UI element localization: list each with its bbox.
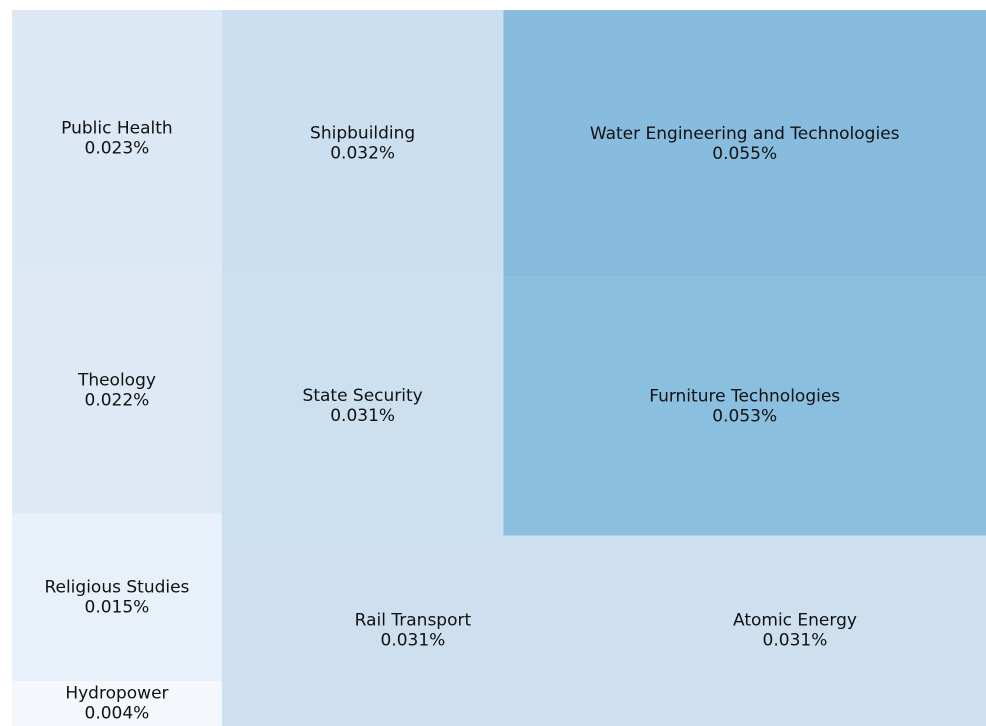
tile [603, 535, 986, 726]
tile-value-label: 0.032% [330, 143, 395, 163]
tile-value-label: 0.004% [85, 704, 150, 724]
tile-value-label: 0.031% [763, 631, 828, 651]
tile-label: State Security [303, 386, 423, 406]
tile-label: Rail Transport [355, 611, 472, 631]
tile-label: Theology [77, 370, 156, 390]
tile [503, 277, 986, 536]
tile-label: Shipbuilding [310, 123, 415, 143]
tile [12, 10, 222, 268]
tile-value-label: 0.015% [85, 597, 150, 617]
tile [12, 267, 222, 514]
tile-value-label: 0.053% [712, 407, 777, 427]
tile-label: Water Engineering and Technologies [590, 124, 900, 144]
tile-value-label: 0.031% [381, 631, 446, 651]
tile [12, 513, 222, 682]
tile [12, 681, 222, 726]
tile-value-label: 0.031% [330, 406, 395, 426]
tile [221, 535, 604, 726]
tile-value-label: 0.055% [712, 144, 777, 164]
tile [503, 10, 986, 278]
tile [221, 276, 504, 536]
tile-label: Atomic Energy [733, 611, 857, 631]
tile-label: Religious Studies [44, 577, 189, 597]
tile-label: Hydropower [65, 684, 168, 704]
tile-value-label: 0.023% [85, 139, 150, 159]
tile-value-label: 0.022% [85, 390, 150, 410]
tile-label: Furniture Technologies [649, 387, 840, 407]
tile [221, 10, 504, 277]
tile-label: Public Health [61, 119, 173, 139]
